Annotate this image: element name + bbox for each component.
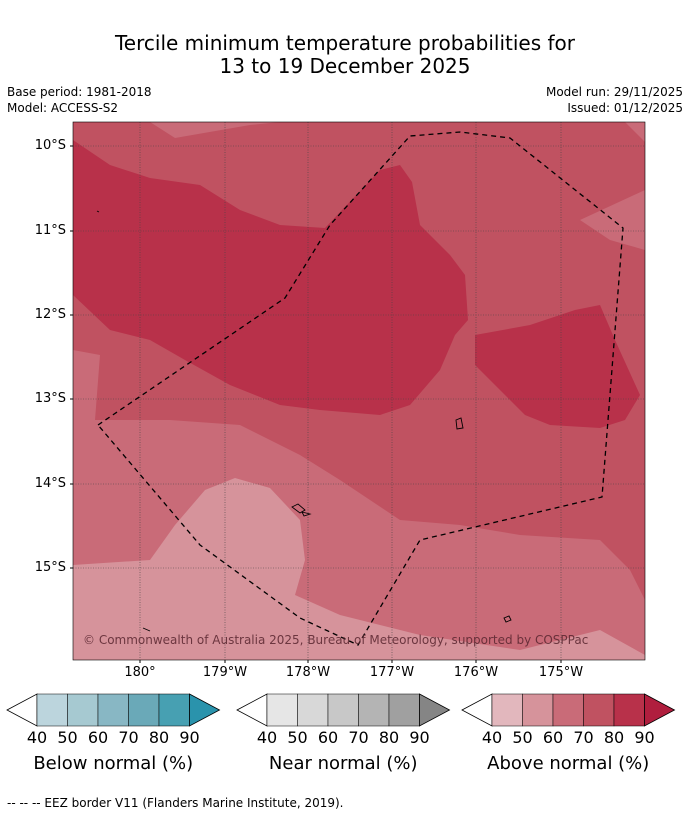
map-frame	[72, 121, 646, 661]
region-60-70-northeast	[625, 122, 645, 142]
region-60-70-east	[580, 190, 645, 250]
below-normal-tick-90: 90	[179, 728, 200, 747]
model-name: Model: ACCESS-S2	[7, 101, 119, 115]
below-normal-swatch-under	[6, 693, 38, 727]
below-normal-swatch-2	[67, 693, 99, 727]
below-normal-swatch-4	[128, 693, 160, 727]
near-normal-swatch-4	[358, 693, 390, 727]
lat-label-12s: 12°S	[34, 307, 66, 322]
above-normal-swatch-5	[613, 693, 645, 727]
above-normal-swatch-3	[552, 693, 584, 727]
below-normal-swatch-over	[189, 693, 221, 727]
below-normal-legend-title: Below normal (%)	[33, 753, 194, 774]
below-normal-tick-80: 80	[148, 728, 170, 747]
lat-label-15s: 15°S	[34, 560, 66, 575]
below-normal-swatch-3	[97, 693, 129, 727]
above-normal-tick-60: 60	[542, 728, 564, 747]
eez-footnote: -- -- -- EEZ border V11 (Flanders Marine…	[7, 796, 344, 810]
above-normal-swatch-4	[583, 693, 615, 727]
region-60-70-north	[150, 122, 280, 138]
near-normal-swatch-over	[419, 693, 451, 727]
eez-border	[97, 131, 624, 646]
above-normal-swatch-under	[461, 693, 493, 727]
lat-label-10s: 10°S	[34, 138, 66, 153]
lon-label-175w: 175°W	[538, 665, 584, 680]
lon-label-177w: 177°W	[369, 665, 415, 680]
map-title-line1: Tercile minimum temperature probabilitie…	[114, 31, 576, 55]
issued-date: Issued: 01/12/2025	[567, 101, 683, 115]
below-normal-swatch-1	[36, 693, 68, 727]
above-normal-tick-90: 90	[634, 728, 655, 747]
above-normal-tick-50: 50	[512, 728, 533, 747]
below-normal-swatch-5	[158, 693, 190, 727]
lat-label-13s: 13°S	[34, 391, 66, 406]
near-normal-tick-60: 60	[317, 728, 339, 747]
model-run: Model run: 29/11/2025	[545, 85, 683, 99]
map-title-line2: 13 to 19 December 2025	[219, 54, 471, 78]
legend-colorbars	[6, 693, 676, 727]
above-normal-tick-70: 70	[573, 728, 594, 747]
region-80-90-east	[475, 305, 640, 428]
copyright-notice: © Commonwealth of Australia 2025, Bureau…	[83, 633, 589, 647]
near-normal-tick-90: 90	[409, 728, 430, 747]
near-normal-legend-title: Near normal (%)	[268, 753, 418, 774]
lon-label-180: 180°	[124, 665, 156, 680]
lon-label-176w: 176°W	[453, 665, 499, 680]
above-normal-swatch-over	[644, 693, 676, 727]
graticule	[73, 122, 645, 660]
near-normal-tick-40: 40	[256, 728, 278, 747]
near-normal-tick-80: 80	[378, 728, 400, 747]
islands	[96, 210, 512, 632]
below-normal-tick-70: 70	[118, 728, 139, 747]
above-normal-tick-40: 40	[481, 728, 503, 747]
below-normal-tick-60: 60	[87, 728, 109, 747]
region-80-90	[73, 140, 468, 415]
lon-label-178w: 178°W	[285, 665, 331, 680]
near-normal-tick-50: 50	[287, 728, 308, 747]
below-normal-tick-50: 50	[57, 728, 78, 747]
near-normal-swatch-5	[388, 693, 420, 727]
above-normal-tick-80: 80	[603, 728, 625, 747]
lat-label-14s: 14°S	[34, 476, 66, 491]
axis-ticks	[70, 145, 562, 663]
region-50-60	[73, 478, 645, 660]
lat-label-11s: 11°S	[34, 223, 66, 238]
near-normal-swatch-2	[297, 693, 329, 727]
below-normal-tick-40: 40	[26, 728, 48, 747]
above-normal-swatch-1	[491, 693, 523, 727]
near-normal-tick-70: 70	[348, 728, 369, 747]
above-normal-swatch-2	[522, 693, 554, 727]
near-normal-swatch-under	[236, 693, 268, 727]
near-normal-swatch-1	[266, 693, 298, 727]
base-period: Base period: 1981-2018	[7, 85, 152, 99]
near-normal-swatch-3	[327, 693, 359, 727]
above-normal-legend-title: Above normal (%)	[487, 753, 650, 774]
lon-label-179w: 179°W	[202, 665, 248, 680]
